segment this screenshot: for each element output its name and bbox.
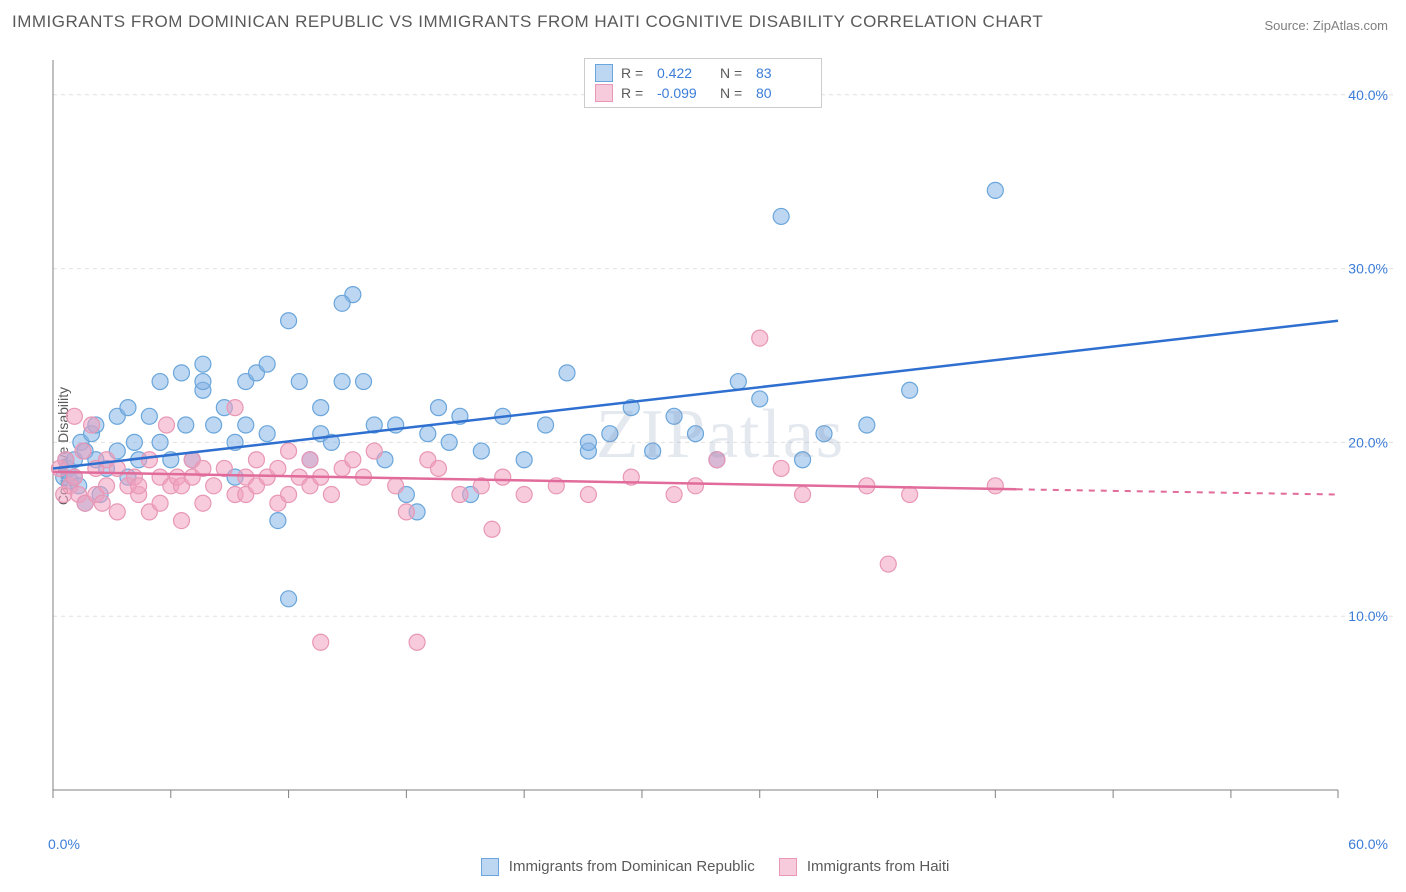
r-value: 0.422 <box>657 65 712 81</box>
n-value: 80 <box>756 85 811 101</box>
r-value: -0.099 <box>657 85 712 101</box>
r-label: R = <box>621 65 649 81</box>
bottom-legend: Immigrants from Dominican Republic Immig… <box>0 858 1406 876</box>
svg-text:30.0%: 30.0% <box>1348 261 1388 277</box>
svg-text:40.0%: 40.0% <box>1348 87 1388 103</box>
svg-text:10.0%: 10.0% <box>1348 608 1388 624</box>
stats-legend: R = 0.422 N = 83 R = -0.099 N = 80 <box>584 58 822 108</box>
r-label: R = <box>621 85 649 101</box>
legend-series-label: Immigrants from Dominican Republic <box>505 858 755 875</box>
stats-legend-row: R = 0.422 N = 83 <box>595 63 811 83</box>
x-axis-max-label: 60.0% <box>1348 836 1388 852</box>
n-value: 83 <box>756 65 811 81</box>
n-label: N = <box>720 85 748 101</box>
stats-legend-row: R = -0.099 N = 80 <box>595 83 811 103</box>
source-label: Source: ZipAtlas.com <box>1264 18 1388 33</box>
n-label: N = <box>720 65 748 81</box>
x-axis-min-label: 0.0% <box>48 836 80 852</box>
legend-series-label: Immigrants from Haiti <box>803 858 950 875</box>
legend-swatch <box>595 84 613 102</box>
chart-title: IMMIGRANTS FROM DOMINICAN REPUBLIC VS IM… <box>12 12 1043 32</box>
chart-area: 10.0%20.0%30.0%40.0% ZIPatlas <box>48 55 1393 815</box>
chart-svg: 10.0% 20.0% 30.0% 40.0% <box>48 55 1393 815</box>
legend-swatch <box>779 858 797 876</box>
legend-swatch <box>481 858 499 876</box>
legend-swatch <box>595 64 613 82</box>
svg-text:20.0%: 20.0% <box>1348 434 1388 450</box>
